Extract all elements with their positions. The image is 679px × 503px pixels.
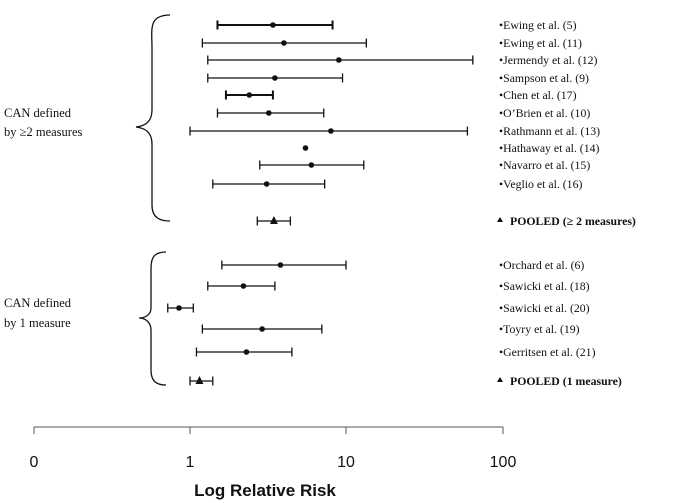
study-label: •Veglio et al. (16) <box>499 177 582 191</box>
group-1-label-line1: CAN defined <box>4 106 72 120</box>
point-estimate <box>308 162 315 168</box>
point-estimate <box>336 57 342 63</box>
point-estimate <box>263 181 270 187</box>
x-tick-label: 0 <box>30 454 39 471</box>
point-estimate <box>277 262 284 268</box>
pooled-label: POOLED (1 measure) <box>510 374 622 388</box>
study-label: •Sampson et al. (9) <box>499 71 589 85</box>
study-label: •Rathmann et al. (13) <box>499 124 600 138</box>
point-estimate <box>259 326 265 332</box>
pooled-label-triangle <box>497 377 503 382</box>
point-estimate <box>243 349 250 355</box>
study-label: •Orchard et al. (6) <box>499 258 584 272</box>
study-label: •Gerritsen et al. (21) <box>499 345 596 359</box>
study-labels: •Ewing et al. (5) •Ewing et al. (11) •Jerm… <box>497 18 636 388</box>
study-label: •Ewing et al. (11) <box>499 36 582 50</box>
point-estimate <box>328 128 334 134</box>
pooled-label-triangle <box>497 217 503 222</box>
study-label: •Ewing et al. (5) <box>499 18 577 32</box>
point-estimate <box>266 110 272 116</box>
study-label: •Navarro et al. (15) <box>499 158 590 172</box>
study-label: •O’Brien et al. (10) <box>499 106 590 120</box>
study-label: •Sawicki et al. (18) <box>499 279 590 293</box>
x-tick-label: 1 <box>186 454 195 471</box>
point-estimate <box>272 75 278 81</box>
study-label: •Toyry et al. (19) <box>499 322 580 336</box>
study-label: •Chen et al. (17) <box>499 88 577 102</box>
x-tick-label: 10 <box>337 454 355 471</box>
x-tick-label: 100 <box>490 454 517 471</box>
group-2-label-line1: CAN defined <box>4 296 72 310</box>
point-estimate <box>302 145 309 151</box>
group-brackets <box>135 14 171 386</box>
pooled-label: POOLED (≥ 2 measures) <box>510 214 636 228</box>
group-2-brace <box>138 251 167 386</box>
point-estimate <box>270 22 276 28</box>
x-axis: 0 1 10 100 <box>30 426 517 471</box>
group-2-label-line2: by 1 measure <box>4 316 71 330</box>
group-1-label-line2: by ≥2 measures <box>4 125 83 139</box>
study-label: •Hathaway et al. (14) <box>499 141 600 155</box>
point-estimate <box>176 305 182 311</box>
pooled-triangle <box>195 376 204 384</box>
pooled-triangle <box>269 216 278 224</box>
point-estimate <box>281 40 287 46</box>
study-label: •Sawicki et al. (20) <box>499 301 590 315</box>
point-estimate <box>246 92 253 98</box>
point-estimate <box>240 283 247 289</box>
x-axis-title: Log Relative Risk <box>194 481 336 500</box>
study-label: •Jermendy et al. (12) <box>499 53 598 67</box>
chart-marks <box>167 20 474 386</box>
group-1-brace <box>135 14 171 222</box>
